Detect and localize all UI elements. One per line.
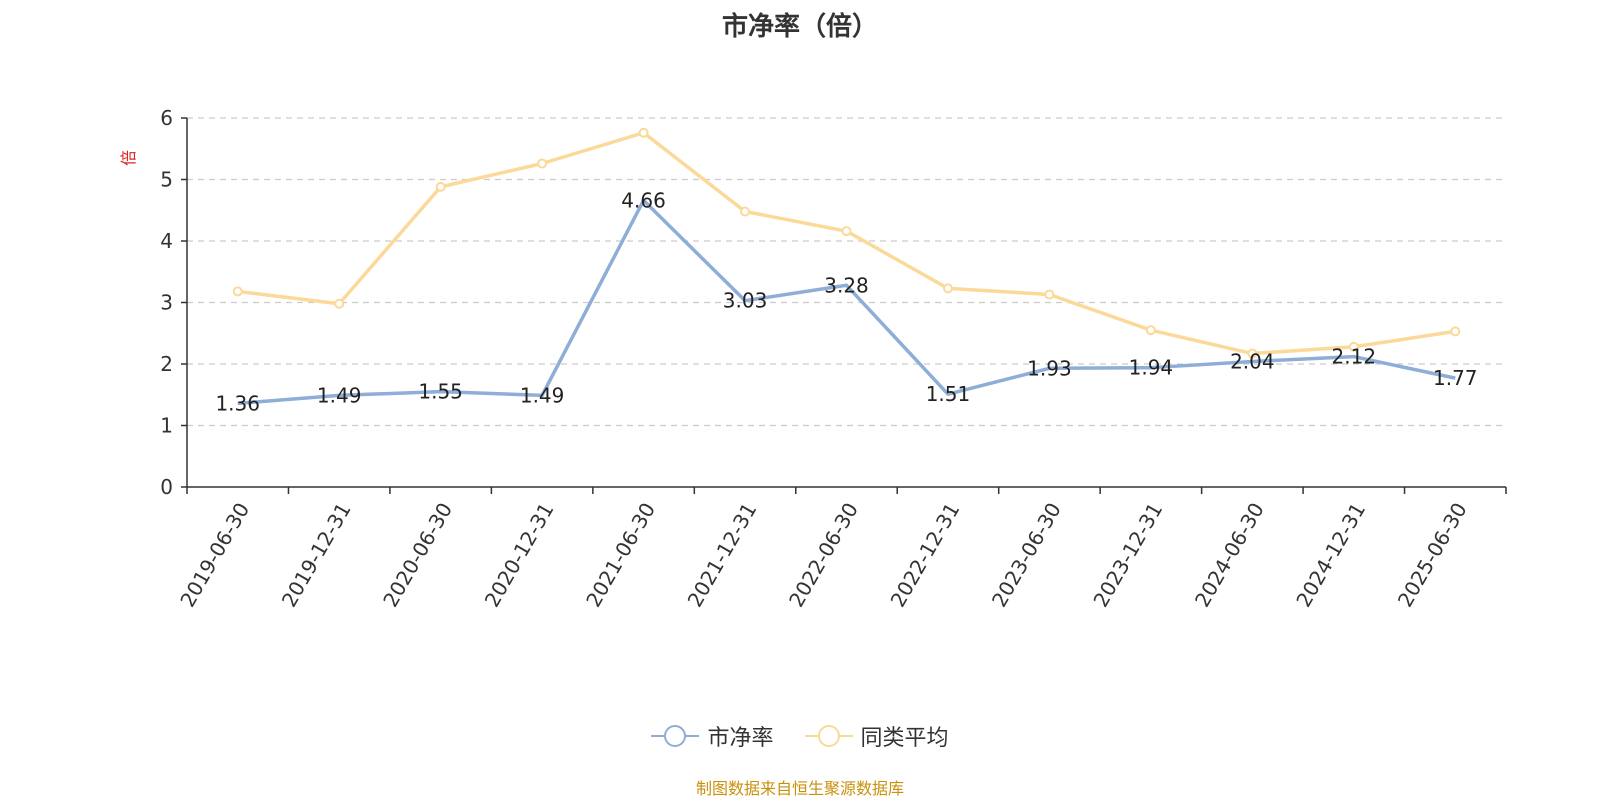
avg-point: [232, 286, 243, 297]
data-label: 3.03: [723, 289, 768, 313]
x-tick-label: 2023-06-30: [987, 499, 1066, 612]
legend-item-pb[interactable]: 市净率: [651, 720, 774, 752]
y-tick-label: 6: [160, 106, 173, 130]
y-tick-label: 1: [160, 414, 173, 438]
series-line-0: [237, 198, 1456, 406]
legend-label-avg: 同类平均: [860, 726, 949, 751]
data-label: 1.94: [1129, 356, 1174, 380]
x-tick-label: 2023-12-31: [1088, 499, 1167, 612]
x-tick-label: 2019-12-31: [277, 499, 356, 612]
avg-point: [435, 181, 446, 192]
legend: 市净率 同类平均: [0, 720, 1600, 754]
x-tick-label: 2019-06-30: [175, 499, 254, 612]
legend-marker-pb: [651, 725, 700, 747]
avg-point: [638, 127, 649, 138]
legend-item-avg[interactable]: 同类平均: [804, 720, 949, 752]
series-line-1: [237, 131, 1456, 356]
avg-point: [1145, 325, 1156, 336]
x-tick-label: 2021-12-31: [683, 499, 762, 612]
x-tick-label: 2024-06-30: [1190, 499, 1269, 612]
data-label: 2.12: [1332, 345, 1377, 369]
x-tick-label: 2024-12-31: [1291, 499, 1370, 612]
data-label: 1.49: [317, 383, 362, 407]
line-chart: 0 1 2 3 4 5 6 倍 2019-06-30 2019-12-31 2020-06-30 20…: [119, 106, 1507, 612]
avg-point: [942, 283, 953, 294]
avg-point: [740, 206, 751, 217]
y-tick-label: 3: [160, 291, 173, 315]
avg-point: [1247, 348, 1258, 359]
avg-point: [334, 298, 345, 309]
y-axis-label: 倍: [119, 150, 138, 166]
avg-point: [1044, 289, 1055, 300]
data-label: 3.28: [824, 273, 869, 297]
y-tick-label: 4: [160, 229, 173, 253]
y-tick-label: 2: [160, 352, 173, 376]
avg-point: [537, 158, 548, 169]
data-label: 1.93: [1027, 356, 1072, 380]
x-tick-label: 2022-12-31: [886, 499, 965, 612]
avg-point: [1450, 326, 1461, 337]
x-tick-label: 2022-06-30: [784, 499, 863, 612]
x-tick-label: 2021-06-30: [581, 499, 660, 612]
data-label: 1.49: [520, 383, 565, 407]
y-tick-label: 0: [160, 475, 173, 499]
y-tick-label: 5: [160, 168, 173, 192]
x-tick-label: 2025-06-30: [1393, 499, 1472, 612]
data-label: 1.55: [418, 380, 463, 404]
data-label: 1.77: [1433, 366, 1478, 390]
data-source-note: 制图数据来自恒生聚源数据库: [695, 779, 904, 798]
x-tick-label: 2020-12-31: [480, 499, 559, 612]
avg-point: [1348, 341, 1359, 352]
chart-title: 市净率（倍）: [721, 12, 878, 42]
legend-label-pb: 市净率: [707, 726, 774, 751]
legend-marker-avg: [804, 725, 853, 747]
data-label: 4.66: [621, 188, 666, 212]
data-label: 1.51: [926, 382, 971, 406]
data-label: 2.04: [1230, 350, 1275, 374]
x-tick-label: 2020-06-30: [378, 498, 457, 611]
data-label: 1.36: [215, 391, 260, 415]
avg-point: [841, 226, 852, 237]
